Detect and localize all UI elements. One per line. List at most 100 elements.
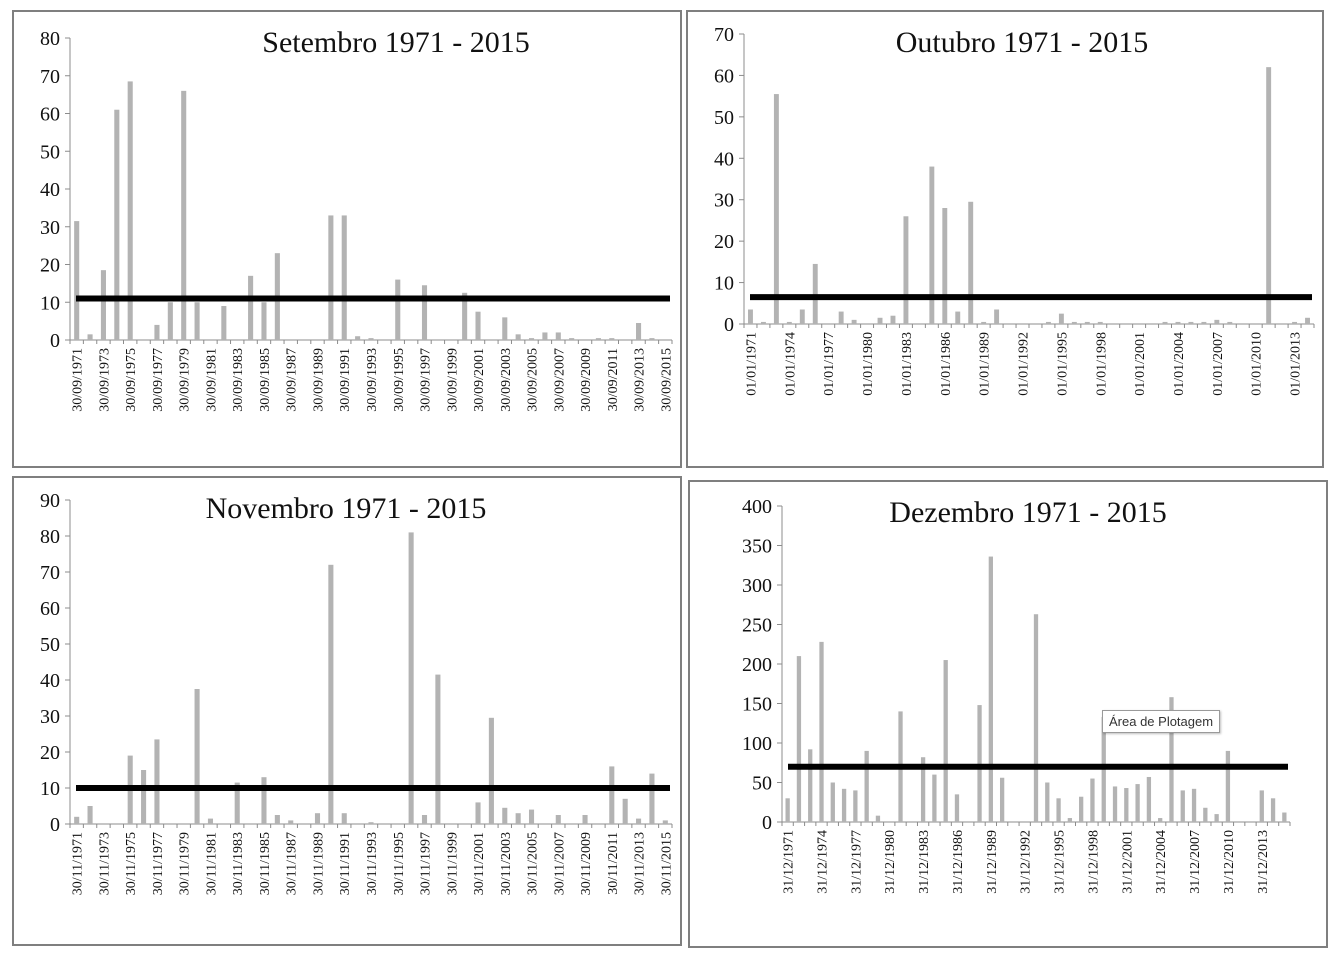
bar-1989: [988, 556, 993, 822]
bar-1988: [968, 201, 974, 324]
y-tick-label: 50: [40, 634, 60, 656]
y-tick-label: 40: [714, 148, 734, 170]
y-tick-label: 70: [40, 66, 60, 88]
y-tick-label: 10: [714, 273, 734, 295]
bar-1995: [1056, 798, 1061, 822]
bar-1976: [812, 263, 818, 324]
bar-2002: [1135, 784, 1140, 822]
x-tick-label: 30/09/1999: [445, 348, 460, 412]
y-tick-label: 20: [40, 742, 60, 764]
bar-2004: [1158, 818, 1163, 822]
bar-2014: [1305, 317, 1310, 324]
bar-1974: [114, 109, 120, 340]
x-tick-label: 01/01/1983: [900, 332, 915, 396]
x-tick-label: 30/09/1989: [311, 348, 326, 412]
bar-1983: [903, 216, 909, 324]
bar-2006: [542, 332, 548, 340]
x-tick-label: 01/01/2010: [1250, 332, 1265, 396]
bar-1973: [808, 749, 813, 822]
x-tick-label: 30/09/1979: [178, 348, 193, 412]
x-tick-label: 30/11/2001: [472, 832, 487, 895]
bar-1974: [819, 641, 824, 822]
bar-2011: [609, 766, 615, 824]
x-tick-label: 31/12/1974: [816, 830, 831, 894]
bar-2004: [515, 334, 521, 340]
bar-2004: [515, 813, 521, 824]
bar-1972: [87, 334, 93, 340]
bar-1976: [141, 770, 147, 824]
chart-title-outubro: Outubro 1971 - 2015: [895, 26, 1149, 59]
bar-1983: [234, 782, 240, 824]
bar-1991: [341, 215, 347, 340]
bar-2015: [1282, 812, 1287, 822]
chart-panel-outubro: 0 10 20 30 40 50 60 70 01/01/1971 01/01/1974 01/01…: [686, 10, 1324, 468]
x-tick-label: 30/09/2005: [526, 348, 541, 412]
x-tick-label: 31/12/2007: [1188, 830, 1203, 894]
bar-2007: [555, 332, 561, 340]
bar-chart-outubro: 0 10 20 30 40 50 60 70 01/01/1971 01/01/1974 01/01…: [714, 24, 1315, 396]
bar-1997: [421, 285, 428, 340]
y-tick-label: 100: [742, 733, 772, 755]
bar-2003: [1162, 321, 1168, 324]
bar-1971: [74, 816, 80, 824]
bar-1978: [167, 302, 173, 340]
bar-1985: [929, 166, 935, 324]
x-tick-label: 30/09/1975: [124, 348, 139, 412]
bar-1984: [932, 774, 937, 822]
bar-1990: [994, 309, 1000, 324]
bar-1996: [408, 532, 414, 824]
x-tick-label: 30/11/1973: [97, 832, 112, 895]
bar-1980: [194, 302, 200, 340]
bar-1994: [1045, 782, 1050, 822]
x-tick-label: 30/09/2001: [472, 348, 487, 412]
bar-2015: [662, 820, 668, 824]
y-tick-label: 400: [742, 496, 772, 518]
bar-1985: [943, 660, 948, 822]
bar-2005: [528, 338, 535, 340]
bar-1995: [395, 279, 401, 340]
chart-title-dezembro: Dezembro 1971 - 2015: [889, 496, 1167, 529]
x-tick-label: 30/11/2011: [606, 832, 621, 895]
bar-2011: [609, 338, 615, 340]
x-tick-label: 30/11/1993: [365, 832, 380, 895]
y-tick-label: 30: [714, 190, 734, 212]
x-tick-label: 30/09/1995: [392, 348, 407, 412]
x-tick-label: 31/12/1980: [883, 830, 898, 894]
bar-1985: [261, 302, 267, 340]
bar-1971: [748, 309, 753, 324]
y-tick-label: 40: [40, 179, 60, 201]
bar-1993: [368, 338, 374, 340]
bar-2013: [1259, 790, 1264, 822]
bar-1998: [1090, 778, 1095, 822]
x-tick-label: 01/01/1998: [1094, 332, 1109, 396]
bar-1971: [785, 798, 790, 822]
y-tick-label: 90: [40, 490, 60, 512]
y-tick-label: 0: [50, 814, 60, 836]
bar-1992: [355, 336, 361, 340]
x-tick-label: 30/09/1983: [231, 348, 246, 412]
bar-1985: [261, 777, 267, 824]
bar-1990: [328, 564, 334, 824]
bar-1971: [74, 221, 80, 340]
bar-2006: [1180, 790, 1185, 822]
bar-1997: [1079, 796, 1084, 822]
bar-2001: [1124, 788, 1129, 822]
bar-1975: [830, 782, 835, 822]
bar-1976: [841, 788, 847, 822]
x-tick-label: 30/11/1987: [285, 832, 300, 895]
y-tick-label: 50: [752, 773, 772, 795]
bar-1987: [955, 311, 961, 324]
bar-2005: [1169, 697, 1174, 822]
x-tick-label: 30/11/1991: [338, 832, 353, 895]
bar-2011: [1266, 67, 1272, 324]
bar-1980: [194, 689, 200, 824]
x-tick-label: 30/09/1977: [151, 348, 166, 412]
x-tick-label: 31/12/1989: [985, 830, 1000, 894]
bar-1996: [1071, 321, 1077, 324]
bar-2002: [488, 717, 494, 824]
x-tick-label: 31/12/1992: [1019, 830, 1034, 894]
bar-1991: [341, 813, 347, 824]
x-tick-label: 30/11/1979: [178, 832, 193, 895]
x-tick-label: 30/09/1987: [285, 348, 300, 412]
bar-1972: [760, 321, 766, 324]
